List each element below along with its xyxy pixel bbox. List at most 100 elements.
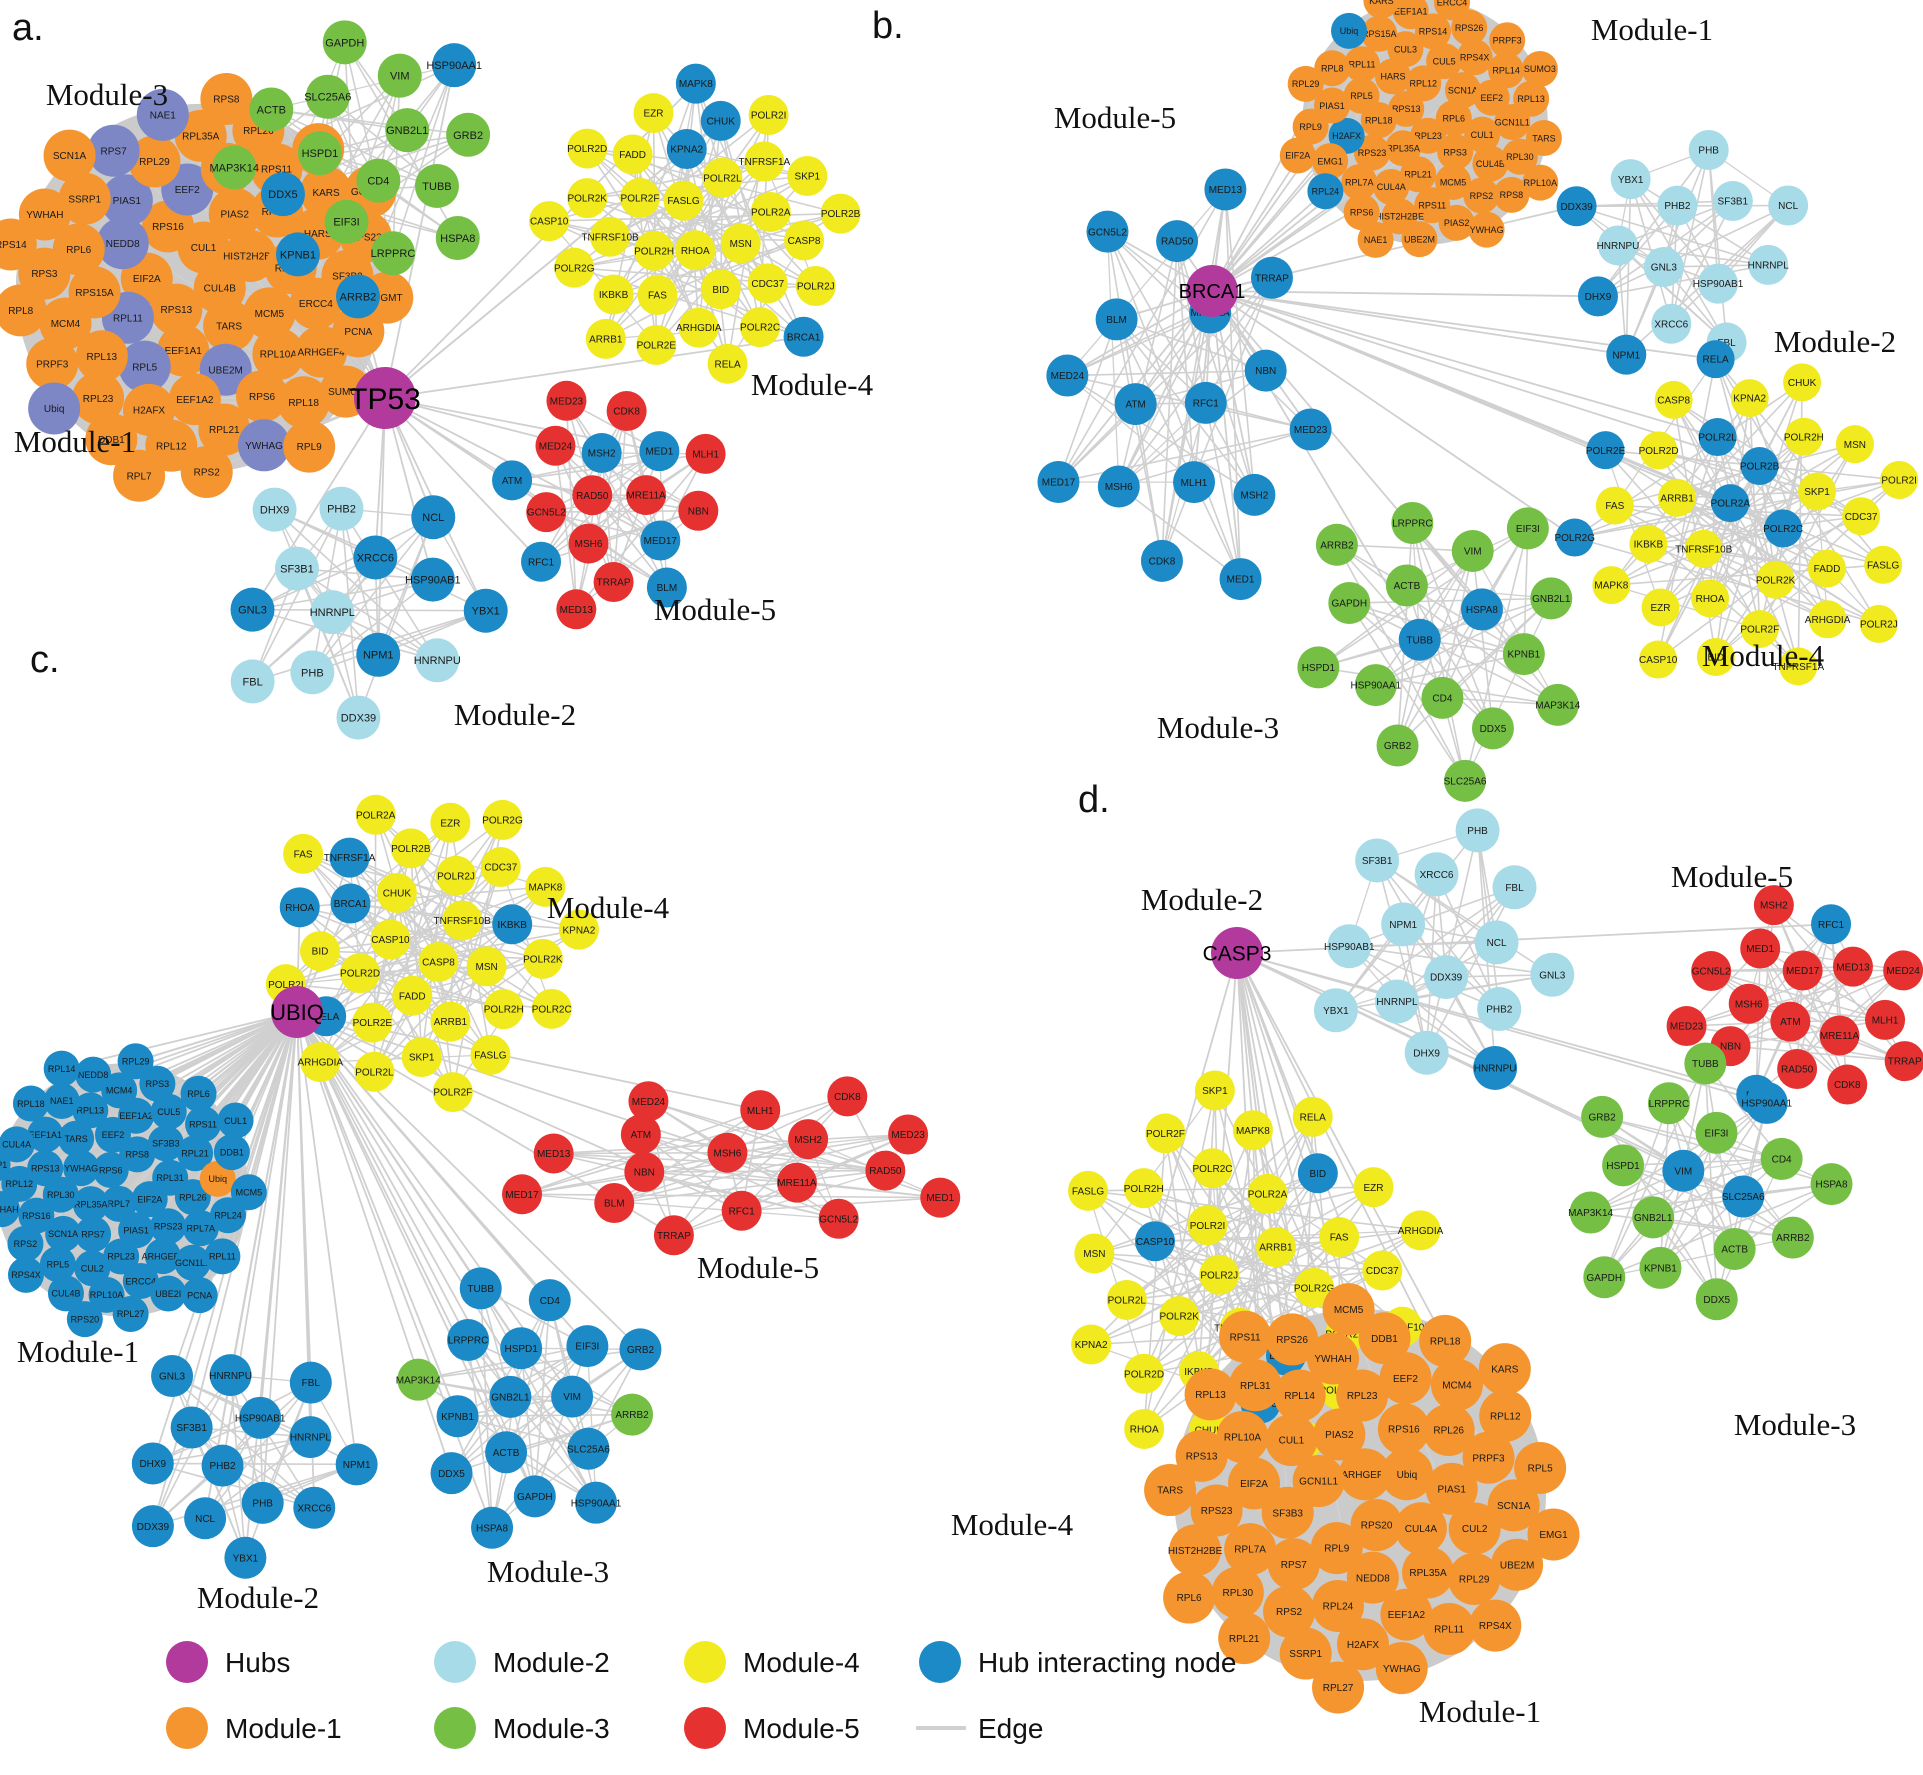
- edge: [521, 1193, 839, 1220]
- edge: [1376, 859, 1553, 976]
- node-rhoa: [279, 887, 320, 928]
- node-cul2: [1448, 1502, 1501, 1555]
- node-rad50: [572, 475, 613, 516]
- node-skp1: [1798, 472, 1837, 511]
- node-label-msh2: MSH2: [1760, 901, 1788, 912]
- node-label-tubb: TUBB: [467, 1284, 494, 1295]
- node-gapdh: [513, 1475, 556, 1518]
- node-label-polr2b: POLR2B: [821, 209, 861, 220]
- node-label-rps16: RPS16: [22, 1211, 51, 1221]
- edge: [296, 1011, 507, 1453]
- node-rpl21: [1400, 156, 1437, 193]
- node-grb2: [1581, 1095, 1624, 1138]
- edge: [614, 1133, 909, 1204]
- node-map3k14: [397, 1358, 440, 1401]
- edge: [1730, 1019, 1886, 1047]
- node-label-rps7: RPS7: [81, 1229, 105, 1239]
- node-label-trrap: TRRAP: [1255, 273, 1289, 284]
- node-gapdh: [1328, 582, 1371, 625]
- edge: [1670, 204, 1789, 325]
- node-label-eif2a: EIF2A: [1240, 1479, 1268, 1490]
- node-label-polr2k: POLR2K: [567, 194, 607, 205]
- edge: [1597, 205, 1679, 297]
- node-polr2b: [390, 828, 431, 869]
- node-polr2f: [1740, 610, 1779, 649]
- edge: [296, 568, 360, 718]
- node-polr2b: [820, 193, 861, 234]
- node-label-ikbkb: IKBKB: [1634, 540, 1664, 551]
- node-label-rpl11: RPL11: [1349, 60, 1376, 70]
- node-polr2i: [1880, 460, 1919, 499]
- edge: [1066, 374, 1255, 496]
- node-label-ywhag: YWHAG: [245, 441, 283, 452]
- edge: [1066, 290, 1213, 377]
- node-hist2h2be: [1169, 1524, 1222, 1577]
- node-polr2a: [1711, 484, 1750, 523]
- node-label-hspa8: HSPA8: [1466, 605, 1498, 616]
- node-med13: [533, 1133, 574, 1174]
- node-med1: [639, 431, 680, 472]
- edge: [1709, 437, 1719, 599]
- node-label-casp10: CASP10: [1136, 1237, 1175, 1248]
- node-polr2h: [483, 989, 524, 1030]
- node-rpl29: [1448, 1552, 1501, 1605]
- node-msn: [720, 223, 761, 264]
- node-cdk8: [827, 1076, 868, 1117]
- node-label-cul4a: CUL4A: [1377, 182, 1406, 192]
- node-label-rpl8: RPL8: [1321, 63, 1344, 73]
- panel-a-labels: Module-1 Module-3 Module-4 Module-2 Module-5…: [12, 7, 874, 732]
- node-label-rpl7a: RPL7A: [1234, 1545, 1266, 1556]
- node-cdc37: [480, 847, 521, 888]
- panel-letter-a: a.: [12, 7, 44, 49]
- node-polr2h: [1123, 1168, 1164, 1209]
- node-label-slc25a6: SLC25A6: [567, 1444, 610, 1455]
- node-label-rps3: RPS3: [146, 1079, 170, 1089]
- node-vim: [551, 1375, 594, 1418]
- node-npm1: [356, 632, 401, 677]
- node-label-chuk: CHUK: [383, 889, 412, 900]
- node-label-rps3: RPS3: [1443, 147, 1467, 157]
- node-hnrnpu: [1473, 1045, 1518, 1090]
- node-gnl3: [230, 587, 275, 632]
- node-label-gcn1l1: GCN1L1: [1495, 117, 1530, 127]
- edge: [1441, 550, 1474, 698]
- node-label-map3k14: MAP3K14: [1568, 1208, 1613, 1219]
- node-label-hars: HARS: [1380, 72, 1405, 82]
- node-label-rpl12: RPL12: [156, 441, 187, 452]
- node-label-rps2: RPS2: [1276, 1607, 1303, 1618]
- node-ddx39: [131, 1505, 174, 1548]
- node-label-grb2: GRB2: [1384, 741, 1412, 752]
- node-trrap: [1884, 1041, 1923, 1082]
- edge: [1087, 1190, 1145, 1374]
- node-rhoa: [1124, 1408, 1165, 1449]
- node-tars: [1144, 1464, 1197, 1517]
- node-rpl10a: [88, 1276, 125, 1313]
- node-ubiq: [199, 1160, 236, 1197]
- edge: [1597, 204, 1789, 298]
- node-sf3b1: [1355, 838, 1400, 883]
- node-rfc1: [1811, 904, 1852, 945]
- node-label-phb2: PHB2: [209, 1461, 236, 1472]
- node-label-rpl8: RPL8: [8, 306, 33, 317]
- node-ubiq: [1380, 1448, 1433, 1501]
- node-label-trrap: TRRAP: [657, 1231, 691, 1242]
- node-rps2: [7, 1225, 44, 1262]
- node-ywhah: [0, 1191, 20, 1228]
- node-label-actb: ACTB: [1394, 581, 1421, 592]
- node-rps16: [1377, 1403, 1430, 1456]
- node-xrcc6: [1414, 852, 1459, 897]
- node-mcm5: [1435, 164, 1472, 201]
- node-label-rps7: RPS7: [101, 146, 128, 157]
- node-label-msh6: MSH6: [1735, 999, 1763, 1010]
- edge: [1211, 290, 1718, 438]
- edge: [1630, 178, 1719, 285]
- node-label-ikbkb: IKBKB: [497, 920, 527, 931]
- node-label-cdc37: CDC37: [751, 279, 784, 290]
- node-label-rps11: RPS11: [189, 1119, 217, 1129]
- node-bid: [700, 269, 741, 310]
- node-mlh1: [1173, 461, 1216, 504]
- edge: [30, 1011, 298, 1105]
- node-label-rpl13: RPL13: [87, 352, 118, 363]
- node-cdc37: [747, 263, 788, 304]
- node-label-phb2: PHB2: [1486, 1005, 1513, 1016]
